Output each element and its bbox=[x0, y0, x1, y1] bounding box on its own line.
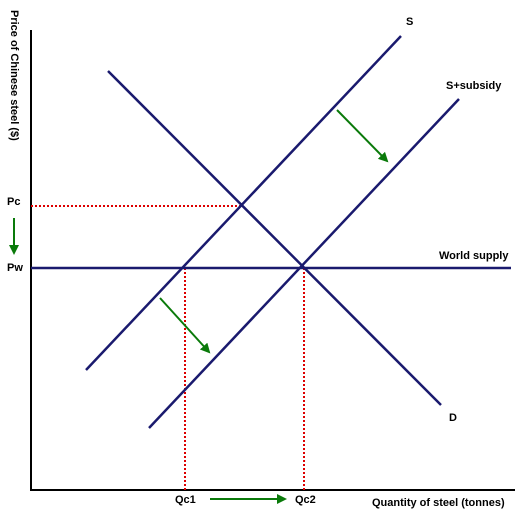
supply-curve bbox=[85, 35, 402, 371]
pc-label: Pc bbox=[7, 196, 20, 208]
supply-subsidy-label: S+subsidy bbox=[446, 80, 502, 92]
world-supply-label: World supply bbox=[439, 250, 509, 262]
supply-label: S bbox=[406, 16, 413, 28]
qc2-label: Qc2 bbox=[295, 494, 316, 506]
x-axis-label: Quantity of steel (tonnes) bbox=[372, 497, 505, 509]
qc1-label: Qc1 bbox=[175, 494, 196, 506]
demand-label: D bbox=[449, 412, 457, 424]
supply-subsidy-curve bbox=[148, 98, 460, 429]
y-axis-label: Price of Chinese steel ($) bbox=[8, 10, 20, 141]
demand-curve bbox=[107, 70, 442, 406]
shift-arrow bbox=[336, 109, 389, 163]
pw-label: Pw bbox=[7, 262, 23, 274]
shift-arrow bbox=[159, 297, 211, 354]
